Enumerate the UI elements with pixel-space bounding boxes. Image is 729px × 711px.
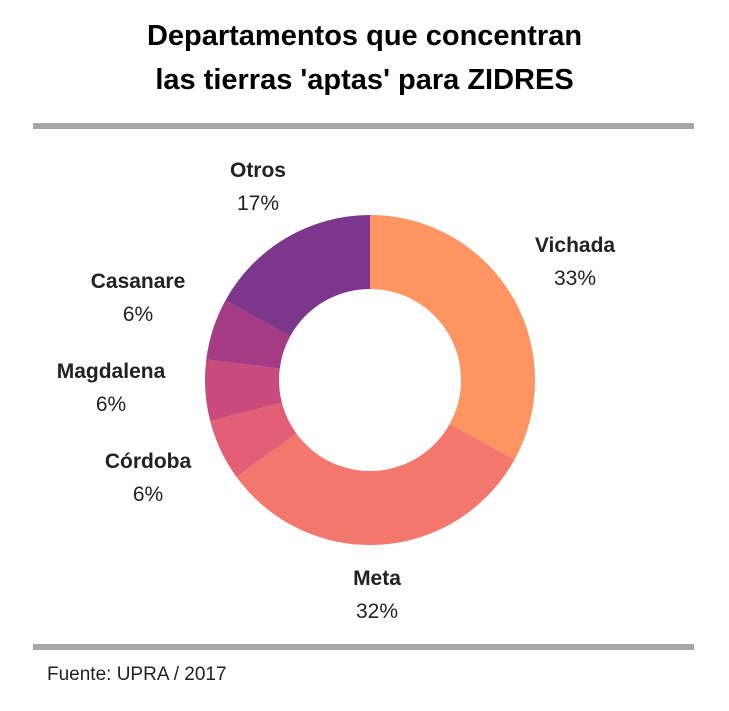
slice-magdalena <box>205 359 282 422</box>
slice-casanare <box>206 300 291 369</box>
value-otros: 17% <box>237 192 279 215</box>
value-magdalena: 6% <box>96 393 126 416</box>
slice-meta <box>236 423 515 545</box>
label-magdalena: Magdalena <box>57 360 166 383</box>
chart-title: Departamentos que concentran las tierras… <box>0 14 729 102</box>
title-line-2: las tierras 'aptas' para ZIDRES <box>155 64 574 96</box>
source-note: Fuente: UPRA / 2017 <box>47 664 227 685</box>
label-cordoba: Córdoba <box>105 450 192 473</box>
value-meta: 32% <box>356 600 398 623</box>
value-vichada: 33% <box>554 267 596 290</box>
label-meta: Meta <box>353 567 401 590</box>
value-cordoba: 6% <box>133 483 163 506</box>
slice-vichada <box>370 215 535 460</box>
value-casanare: 6% <box>123 303 153 326</box>
bottom-divider <box>33 644 694 650</box>
slice-otros <box>225 215 370 337</box>
donut-slices <box>205 215 535 545</box>
label-vichada: Vichada <box>535 234 615 257</box>
label-casanare: Casanare <box>91 270 186 293</box>
top-divider <box>33 123 694 129</box>
title-line-1: Departamentos que concentran <box>146 20 583 52</box>
donut-labels: Vichada 33% Meta 32% Córdoba 6% Magdalena 6% Cas… <box>57 159 616 623</box>
label-otros: Otros <box>230 159 286 182</box>
slice-cordoba <box>210 402 297 477</box>
